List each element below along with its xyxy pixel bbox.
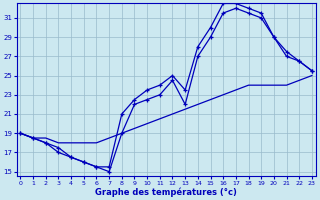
X-axis label: Graphe des températures (°c): Graphe des températures (°c) — [95, 187, 237, 197]
